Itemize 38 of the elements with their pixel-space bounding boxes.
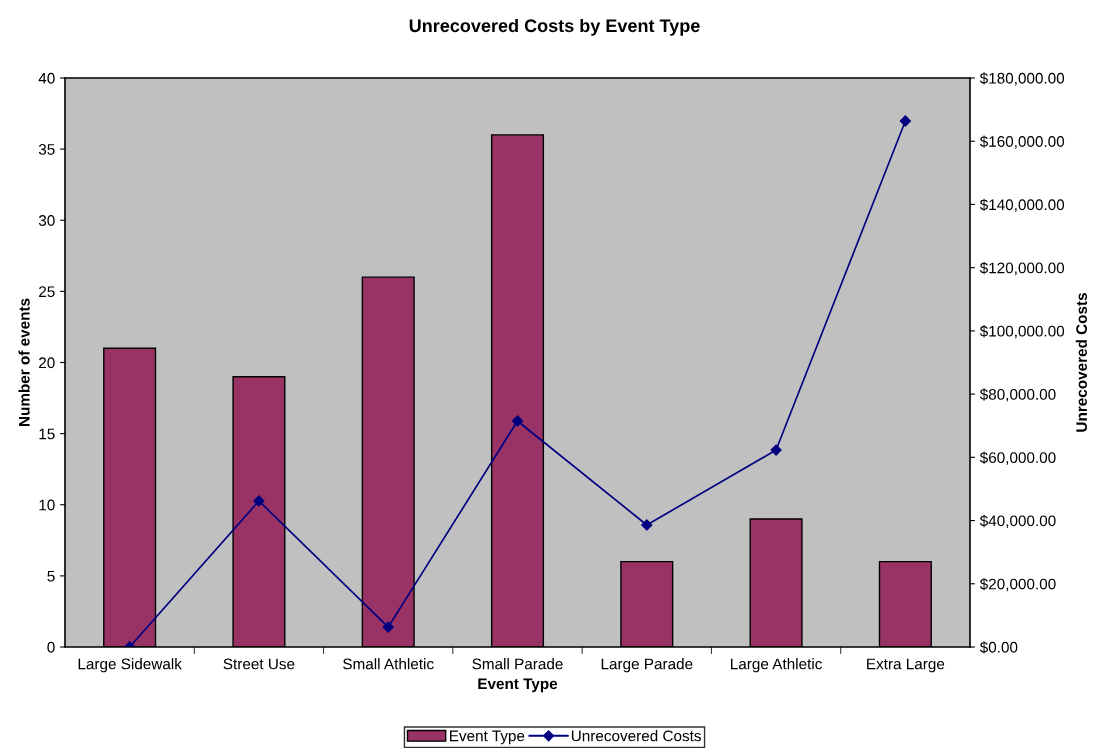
- legend-label: Event Type: [450, 730, 525, 745]
- y2-tick-label: $20,000.00: [979, 578, 1056, 592]
- x-tick-label: Street Use: [223, 658, 295, 670]
- x-tick-label: Large Sidewalk: [78, 658, 182, 673]
- x-tick-label: Large Athletic: [731, 658, 822, 673]
- y-axis-title: Number of events: [18, 298, 30, 426]
- y-tick-label: 40: [38, 72, 55, 84]
- point: [253, 495, 265, 507]
- y-tick-label: 25: [39, 286, 55, 298]
- y-tick-label: 0: [47, 641, 55, 653]
- y2-tick-label: $80,000.00: [979, 388, 1056, 402]
- y-tick-label: 30: [38, 215, 55, 226]
- y-tick-label: 10: [39, 499, 55, 511]
- y2-tick-label: $40,000.00: [979, 514, 1056, 529]
- x-tick-label: Small Parade: [472, 658, 563, 670]
- y-tick-label: 20: [39, 357, 55, 369]
- legend-label: Unrecovered Costs: [571, 730, 701, 742]
- point: [770, 444, 782, 456]
- point: [899, 115, 911, 127]
- y2-tick-label: $0.00: [979, 641, 1018, 654]
- y2-tick-label: $140,000.00: [979, 198, 1065, 212]
- point: [511, 415, 524, 427]
- point: [641, 519, 653, 531]
- y2-tick-label: $100,000.00: [979, 325, 1065, 339]
- y2-tick-label: $120,000.00: [979, 261, 1065, 276]
- x-tick-label: Extra Large: [867, 658, 945, 673]
- chart-title: Unrecovered Costs by Event Type: [409, 18, 700, 36]
- y2-tick-label: $160,000.00: [979, 135, 1065, 149]
- y2-tick-label: $180,000.00: [979, 72, 1065, 86]
- y-tick-label: 5: [47, 570, 55, 582]
- x-tick-label: Large Parade: [601, 658, 693, 673]
- x-tick-label: Small Athletic: [343, 658, 434, 670]
- point: [382, 621, 394, 633]
- y-tick-label: 35: [38, 143, 55, 155]
- y2-tick-label: $60,000.00: [979, 451, 1056, 465]
- y-tick-label: 15: [39, 428, 55, 440]
- x-axis-title: Event Type: [478, 678, 558, 693]
- y2-axis-title: Unrecovered Costs: [1075, 293, 1088, 432]
